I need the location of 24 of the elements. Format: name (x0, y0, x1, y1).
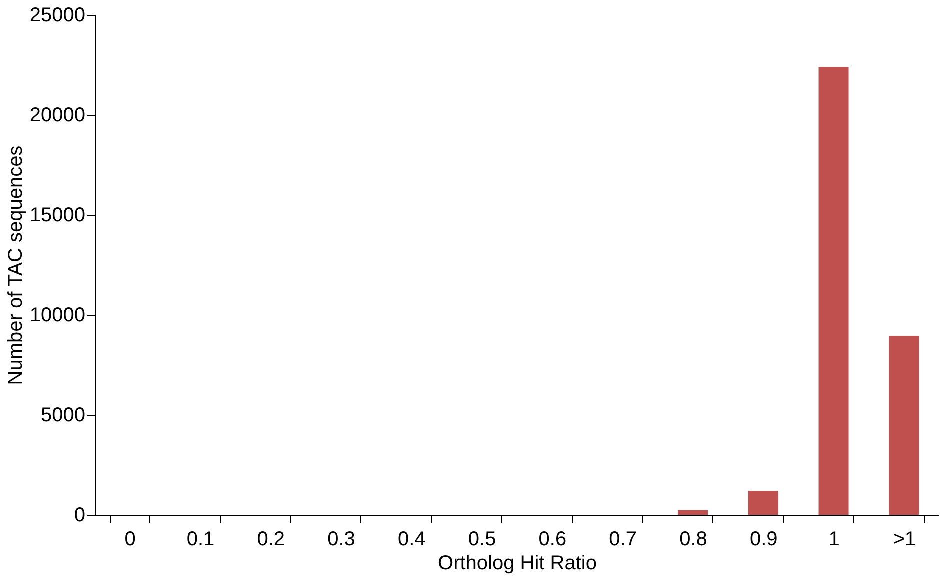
x-tick-label: 1 (828, 528, 840, 550)
y-tick-label: 5000 (41, 404, 86, 426)
x-tick-label: 0.6 (538, 528, 567, 550)
x-tick-label: 0.9 (750, 528, 778, 550)
x-tick-label: 0.7 (609, 528, 637, 550)
y-tick-label: 15000 (30, 204, 86, 226)
y-axis-title: Number of TAC sequences (4, 146, 27, 386)
x-tick-label: 0.1 (186, 528, 215, 550)
y-tick-label: 25000 (30, 4, 86, 26)
bar (889, 336, 920, 515)
bar (748, 491, 778, 515)
x-tick-label: 0.3 (328, 528, 356, 550)
x-tick-label: 0.2 (257, 528, 286, 550)
y-tick-label: 0 (74, 504, 86, 526)
x-tick-label: 0.8 (680, 528, 708, 550)
y-tick-label: 10000 (30, 304, 86, 326)
x-tick-label: >1 (893, 528, 916, 550)
x-tick-label: 0.4 (398, 528, 426, 550)
x-tick-label: 0 (124, 528, 136, 550)
bar (678, 510, 708, 515)
bar (818, 67, 849, 515)
x-axis-title: Ortholog Hit Ratio (438, 552, 597, 574)
x-tick-label: 0.5 (468, 528, 496, 550)
y-tick-label: 20000 (30, 104, 86, 126)
